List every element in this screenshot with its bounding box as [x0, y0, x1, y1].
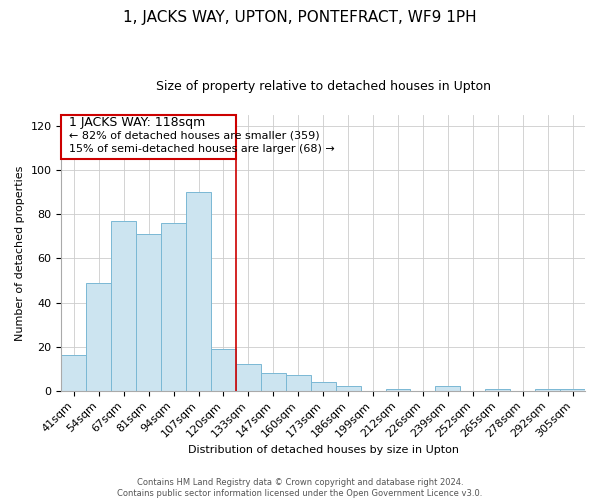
Text: 1, JACKS WAY, UPTON, PONTEFRACT, WF9 1PH: 1, JACKS WAY, UPTON, PONTEFRACT, WF9 1PH [123, 10, 477, 25]
Bar [436, 386, 460, 390]
Bar [311, 382, 335, 390]
Bar [161, 223, 186, 390]
Bar [111, 221, 136, 390]
Title: Size of property relative to detached houses in Upton: Size of property relative to detached ho… [156, 80, 491, 93]
Bar [386, 388, 410, 390]
Bar [535, 388, 560, 390]
Bar [211, 349, 236, 391]
Bar [86, 282, 111, 391]
Text: Contains HM Land Registry data © Crown copyright and database right 2024.
Contai: Contains HM Land Registry data © Crown c… [118, 478, 482, 498]
Bar [186, 192, 211, 390]
Bar [261, 373, 286, 390]
Bar [560, 388, 585, 390]
Y-axis label: Number of detached properties: Number of detached properties [15, 165, 25, 340]
X-axis label: Distribution of detached houses by size in Upton: Distribution of detached houses by size … [188, 445, 459, 455]
Bar [335, 386, 361, 390]
Bar [136, 234, 161, 390]
Bar [286, 376, 311, 390]
Bar [61, 115, 236, 159]
Text: 15% of semi-detached houses are larger (68) →: 15% of semi-detached houses are larger (… [69, 144, 335, 154]
Bar [236, 364, 261, 390]
Bar [485, 388, 510, 390]
Text: 1 JACKS WAY: 118sqm: 1 JACKS WAY: 118sqm [69, 116, 205, 129]
Text: ← 82% of detached houses are smaller (359): ← 82% of detached houses are smaller (35… [69, 131, 320, 141]
Bar [61, 356, 86, 390]
